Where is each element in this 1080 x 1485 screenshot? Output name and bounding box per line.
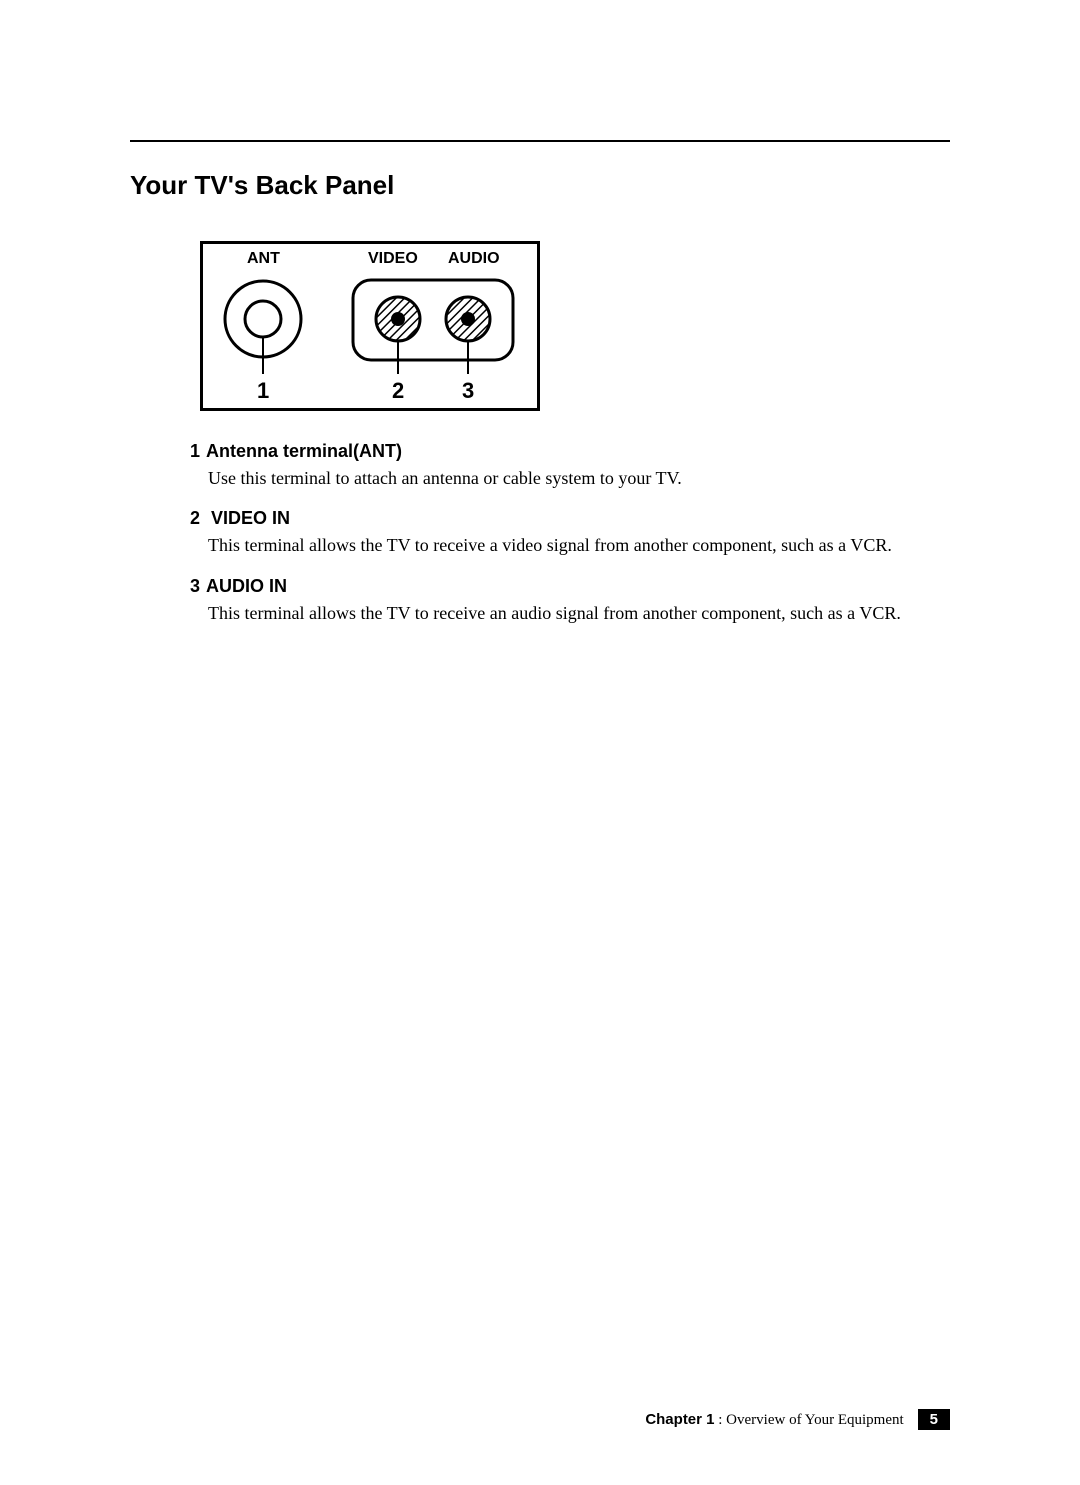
- entries-list: 1 Antenna terminal(ANT) Use this terminal…: [190, 441, 950, 625]
- footer-text: Chapter 1 : Overview of Your Equipment: [645, 1411, 903, 1429]
- callout-num-3: 3: [462, 378, 474, 404]
- callout-num-1: 1: [257, 378, 269, 404]
- callout-num-2: 2: [392, 378, 404, 404]
- entry-1-num: 1: [190, 441, 200, 461]
- entry-1-title: Antenna terminal(ANT): [206, 441, 402, 461]
- diagram-wrap: ANT VIDEO AUDIO: [200, 241, 1020, 411]
- entry-2-body: This terminal allows the TV to receive a…: [208, 533, 950, 557]
- entry-1-head: 1 Antenna terminal(ANT): [190, 441, 950, 462]
- audio-jack-hole-icon: [461, 312, 475, 326]
- chapter-title: Overview of Your Equipment: [726, 1412, 903, 1428]
- entry-2-head: 2 VIDEO IN: [190, 508, 950, 529]
- entry-1-body: Use this terminal to attach an antenna o…: [208, 466, 950, 490]
- entry-3-num: 3: [190, 576, 200, 596]
- back-panel-diagram: ANT VIDEO AUDIO: [200, 241, 540, 411]
- page-footer: Chapter 1 : Overview of Your Equipment 5: [645, 1409, 950, 1430]
- chapter-sep: :: [715, 1412, 727, 1428]
- ant-inner-ring-icon: [245, 301, 281, 337]
- page-title: Your TV's Back Panel: [130, 170, 950, 201]
- entry-1: 1 Antenna terminal(ANT) Use this terminal…: [190, 441, 950, 490]
- entry-3: 3 AUDIO IN This terminal allows the TV to…: [190, 576, 950, 625]
- entry-2-title: VIDEO IN: [206, 508, 290, 528]
- page-content: Your TV's Back Panel ANT VIDEO AUDIO: [130, 140, 950, 643]
- video-jack-hole-icon: [391, 312, 405, 326]
- chapter-label: Chapter 1: [645, 1411, 714, 1428]
- entry-3-title: AUDIO IN: [206, 576, 287, 596]
- entry-3-head: 3 AUDIO IN: [190, 576, 950, 597]
- page-number-box: 5: [918, 1409, 950, 1430]
- top-rule: [130, 140, 950, 142]
- diagram-svg: [203, 244, 543, 414]
- entry-2: 2 VIDEO IN This terminal allows the TV t…: [190, 508, 950, 557]
- entry-2-num: 2: [190, 508, 200, 528]
- entry-3-body: This terminal allows the TV to receive a…: [208, 601, 950, 625]
